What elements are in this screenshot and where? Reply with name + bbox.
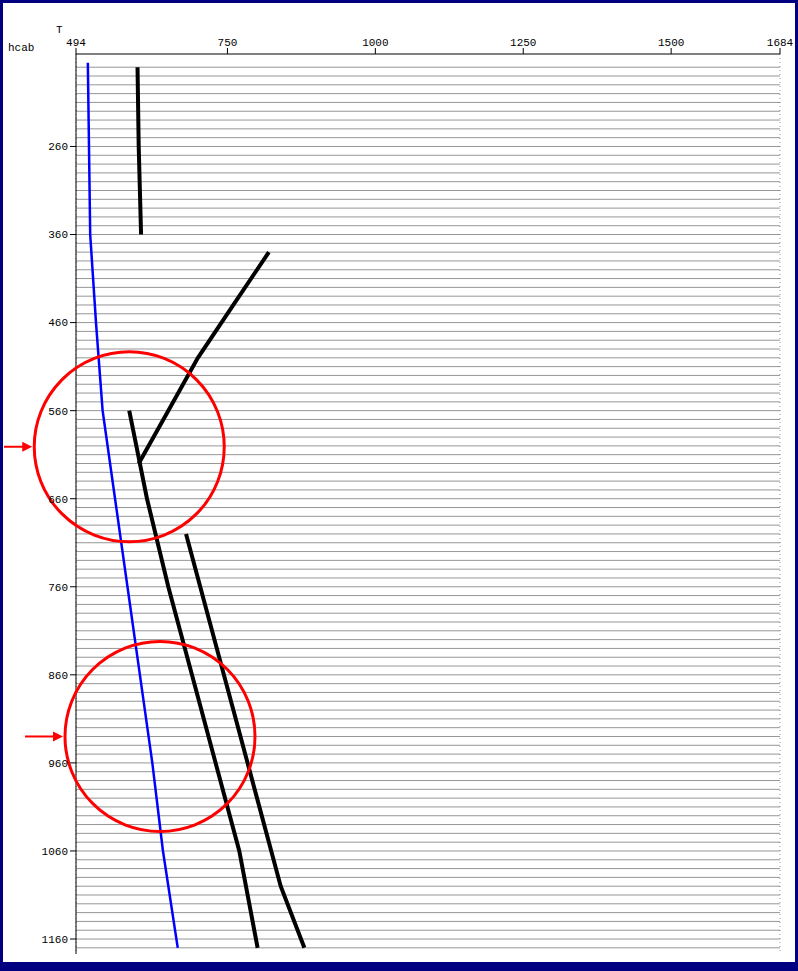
svg-text:960: 960	[48, 758, 68, 770]
svg-text:750: 750	[218, 37, 238, 49]
svg-text:360: 360	[48, 229, 68, 241]
html-text:hcab: hcab	[8, 42, 35, 54]
svg-text:660: 660	[48, 494, 68, 506]
svg-text:494: 494	[66, 37, 86, 49]
svg-text:1060: 1060	[42, 846, 68, 858]
svg-text:760: 760	[48, 582, 68, 594]
svg-text:1250: 1250	[510, 37, 536, 49]
svg-text:1684: 1684	[767, 37, 794, 49]
svg-text:1000: 1000	[362, 37, 388, 49]
svg-text:1160: 1160	[42, 934, 68, 946]
svg-text:260: 260	[48, 141, 68, 153]
svg-text:460: 460	[48, 317, 68, 329]
svg-text:1500: 1500	[658, 37, 684, 49]
svg-text:860: 860	[48, 670, 68, 682]
svg-text:560: 560	[48, 406, 68, 418]
html-text:T: T	[56, 24, 63, 36]
